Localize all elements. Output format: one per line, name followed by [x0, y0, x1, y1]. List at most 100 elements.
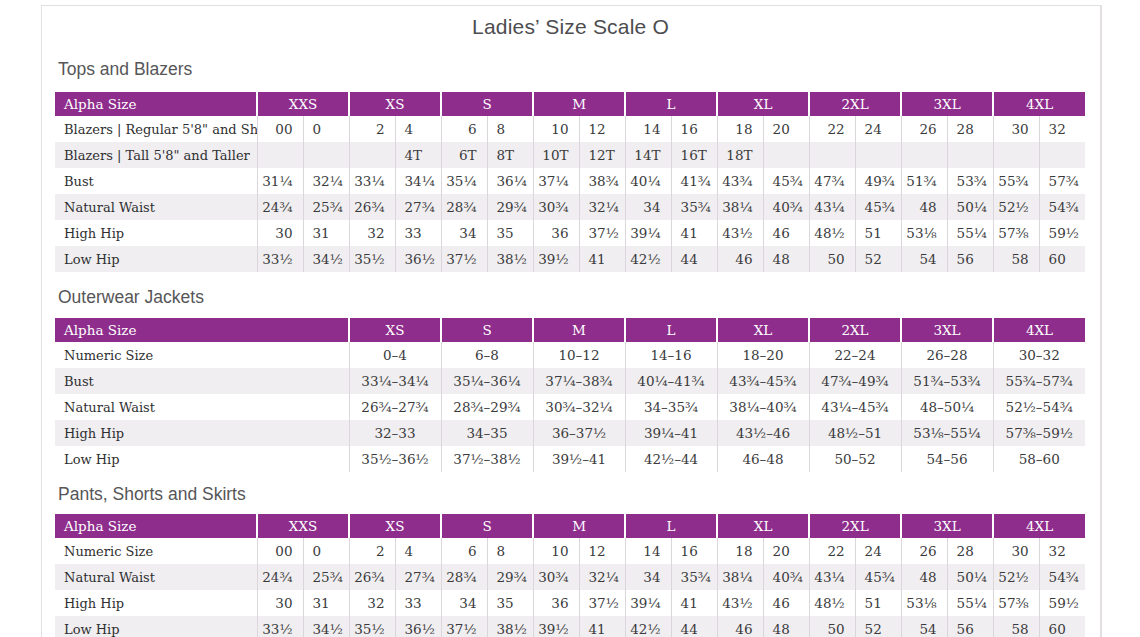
size-value-cell: 51: [855, 220, 901, 246]
size-value-cell: 32: [1039, 538, 1085, 564]
size-value-cell: 48: [901, 194, 947, 220]
size-value-cell: 52½–54¾: [993, 394, 1085, 420]
row-label: Blazers | Tall 5'8" and Taller: [55, 142, 257, 168]
table-row: Bust33¼–34¼35¼–36¼37¼–38¾40¼–41¾43¾–45¾4…: [55, 368, 1085, 394]
size-value-cell: 50–52: [809, 446, 901, 472]
table-row: Numeric Size0002468101214161820222426283…: [55, 538, 1085, 564]
size-value-cell: 45¾: [855, 564, 901, 590]
size-value-cell: 35¼: [441, 168, 487, 194]
size-value-cell: 34: [441, 220, 487, 246]
size-value-cell: 34: [625, 564, 671, 590]
alpha-size-header: Alpha Size: [55, 92, 257, 116]
size-value-cell: 54¾: [1039, 194, 1085, 220]
size-value-cell: 48–50¼: [901, 394, 993, 420]
size-value-cell: 18: [717, 116, 763, 142]
section-heading-pants-shorts-skirts: Pants, Shorts and Skirts: [58, 483, 1085, 505]
size-value-cell: 41: [579, 616, 625, 637]
size-value-cell: 4T: [395, 142, 441, 168]
size-value-cell: 48: [763, 246, 809, 272]
row-label: Natural Waist: [55, 564, 257, 590]
size-value-cell: 53⅛–55¼: [901, 420, 993, 446]
size-value-cell: 2: [349, 116, 395, 142]
size-value-cell: 37½: [579, 590, 625, 616]
size-value-cell: 56: [947, 246, 993, 272]
size-column-header: XS: [349, 318, 441, 342]
table-row: Low Hip35½–36½37½–38½39½–4142½–4446–4850…: [55, 446, 1085, 472]
size-value-cell: 51: [855, 590, 901, 616]
size-value-cell: 30: [993, 538, 1039, 564]
row-label: Low Hip: [55, 246, 257, 272]
size-value-cell: 36½: [395, 616, 441, 637]
size-value-cell: 24: [855, 538, 901, 564]
size-value-cell: 30: [257, 590, 303, 616]
row-label: Numeric Size: [55, 538, 257, 564]
size-value-cell: 48½: [809, 220, 855, 246]
size-value-cell: 00: [257, 538, 303, 564]
size-value-cell: 42½: [625, 616, 671, 637]
size-value-cell: 8: [487, 538, 533, 564]
size-value-cell: 54: [901, 616, 947, 637]
section-heading-outerwear-jackets: Outerwear Jackets: [58, 286, 1085, 308]
size-column-header: 4XL: [993, 92, 1085, 116]
size-value-cell: 26¾–27¾: [349, 394, 441, 420]
size-value-cell: 52: [855, 246, 901, 272]
size-value-cell: 38¼: [717, 564, 763, 590]
row-label: Bust: [55, 368, 349, 394]
size-value-cell: 10T: [533, 142, 579, 168]
size-value-cell: 34½: [303, 246, 349, 272]
size-value-cell: 27¾: [395, 194, 441, 220]
size-value-cell: 42½–44: [625, 446, 717, 472]
size-value-cell: 46–48: [717, 446, 809, 472]
row-label: High Hip: [55, 220, 257, 246]
size-value-cell: 16T: [671, 142, 717, 168]
size-value-cell: 35½: [349, 616, 395, 637]
size-value-cell: 30¾–32¼: [533, 394, 625, 420]
size-value-cell: 31: [303, 590, 349, 616]
section-heading-tops-and-blazers: Tops and Blazers: [58, 58, 1085, 80]
header-row: Alpha SizeXSSMLXL2XL3XL4XL: [55, 318, 1085, 342]
size-column-header: S: [441, 318, 533, 342]
size-value-cell: 31¼: [257, 168, 303, 194]
size-value-cell: 26¾: [349, 194, 395, 220]
size-value-cell: 30¾: [533, 194, 579, 220]
size-value-cell: 6: [441, 116, 487, 142]
size-value-cell: 8T: [487, 142, 533, 168]
size-value-cell: 43¼: [809, 564, 855, 590]
size-value-cell: 39½: [533, 616, 579, 637]
size-value-cell: 34½: [303, 616, 349, 637]
size-value-cell: 50¼: [947, 564, 993, 590]
size-column-header: M: [533, 318, 625, 342]
table-row: Bust31¼32¼33¼34¼35¼36¼37¼38¾40¼41¾43¾45¾…: [55, 168, 1085, 194]
size-column-header: XS: [349, 92, 441, 116]
size-value-cell: 32: [1039, 116, 1085, 142]
size-value-cell: [257, 142, 303, 168]
size-value-cell: 54¾: [1039, 564, 1085, 590]
size-value-cell: 35¾: [671, 564, 717, 590]
size-value-cell: 39¼–41: [625, 420, 717, 446]
size-value-cell: 57⅜: [993, 220, 1039, 246]
size-value-cell: 37½: [441, 246, 487, 272]
size-value-cell: 38½: [487, 616, 533, 637]
header-row: Alpha SizeXXSXSSMLXL2XL3XL4XL: [55, 514, 1085, 538]
size-value-cell: 58: [993, 246, 1039, 272]
size-value-cell: 0: [303, 116, 349, 142]
size-value-cell: 26–28: [901, 342, 993, 368]
size-value-cell: 51¾–53¾: [901, 368, 993, 394]
size-value-cell: [855, 142, 901, 168]
size-value-cell: [901, 142, 947, 168]
size-value-cell: 18: [717, 538, 763, 564]
size-column-header: XXS: [257, 92, 349, 116]
size-value-cell: 14T: [625, 142, 671, 168]
size-value-cell: 36: [533, 590, 579, 616]
table-row: High Hip3031323334353637½39¼4143½4648½51…: [55, 220, 1085, 246]
size-value-cell: 53¾: [947, 168, 993, 194]
size-value-cell: 30¾: [533, 564, 579, 590]
size-value-cell: 0: [303, 538, 349, 564]
size-value-cell: 34: [625, 194, 671, 220]
size-value-cell: 35½–36½: [349, 446, 441, 472]
size-value-cell: [349, 142, 395, 168]
size-value-cell: 55¼: [947, 590, 993, 616]
size-value-cell: 10–12: [533, 342, 625, 368]
size-value-cell: 54–56: [901, 446, 993, 472]
size-value-cell: 25¾: [303, 564, 349, 590]
